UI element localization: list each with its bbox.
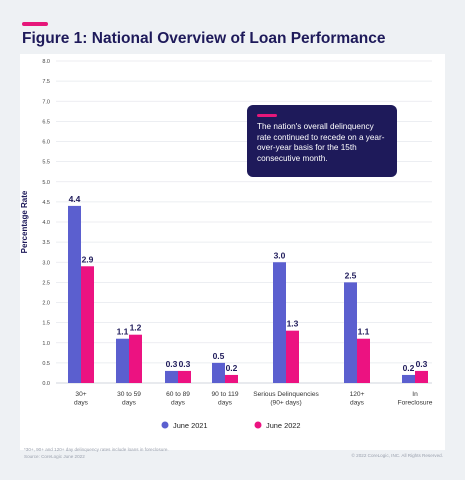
bar-june-2022 xyxy=(129,334,142,383)
data-label: 0.3 xyxy=(416,359,428,369)
x-tick-label: 60 to 89 xyxy=(166,391,190,398)
y-tick-label: 2.5 xyxy=(42,280,50,286)
bar-june-2021 xyxy=(68,205,81,383)
x-tick-label: days xyxy=(218,400,233,407)
y-tick-label: 0.5 xyxy=(42,361,50,367)
legend-label: June 2021 xyxy=(173,421,208,430)
x-tick-label: Foreclosure xyxy=(398,400,433,407)
y-tick-label: 6.5 xyxy=(42,119,50,125)
y-tick-label: 7.5 xyxy=(42,79,50,85)
data-label: 3.0 xyxy=(274,250,286,260)
data-label: 2.5 xyxy=(345,270,357,280)
y-tick-label: 5.5 xyxy=(42,160,50,166)
bar-june-2022 xyxy=(357,338,370,383)
data-label: 0.3 xyxy=(166,359,178,369)
x-tick-label: In xyxy=(412,391,418,398)
data-label: 2.9 xyxy=(82,254,94,264)
footnote-source: Source: CoreLogic June 2022 xyxy=(24,453,85,459)
x-tick-label: days xyxy=(350,400,365,407)
data-label: 4.4 xyxy=(69,194,81,204)
bar-june-2022 xyxy=(286,330,299,383)
y-tick-label: 8.0 xyxy=(42,59,50,65)
y-tick-label: 3.0 xyxy=(42,260,50,266)
footnote-line-1: *30+, 90+ and 120+ day delinquency rates… xyxy=(24,447,169,452)
y-tick-label: 1.0 xyxy=(42,341,50,347)
bar-june-2021 xyxy=(165,370,178,383)
legend-label: June 2022 xyxy=(266,421,301,430)
bar-june-2021 xyxy=(344,282,357,383)
y-tick-label: 6.0 xyxy=(42,140,50,146)
data-label: 0.5 xyxy=(213,351,225,361)
data-label: 1.1 xyxy=(117,327,129,337)
callout-text: The nation's overall delinquency rate co… xyxy=(257,122,385,163)
y-tick-label: 7.0 xyxy=(42,99,50,105)
callout-accent-bar xyxy=(257,114,277,117)
x-tick-label: days xyxy=(171,400,186,407)
legend-marker-june-2021 xyxy=(161,421,169,429)
bar-june-2022 xyxy=(81,266,94,383)
data-label: 0.2 xyxy=(226,363,238,373)
x-tick-label: 30+ xyxy=(75,391,86,398)
footnote: *30+, 90+ and 120+ day delinquency rates… xyxy=(24,447,169,460)
y-tick-label: 5.0 xyxy=(42,180,50,186)
copyright: © 2022 CoreLogic, INC. All Rights Reserv… xyxy=(351,453,443,458)
x-tick-label: 90 to 119 xyxy=(211,391,238,398)
data-label: 0.2 xyxy=(403,363,415,373)
x-tick-label: Serious Delinquencies xyxy=(253,391,319,398)
y-tick-label: 0.0 xyxy=(42,381,50,387)
bar-june-2022 xyxy=(225,374,238,383)
title-accent-bar xyxy=(22,22,48,26)
bar-june-2022 xyxy=(415,370,428,383)
bar-june-2021 xyxy=(402,374,415,383)
x-tick-label: 120+ xyxy=(350,391,365,398)
bar-june-2022 xyxy=(178,370,191,383)
data-label: 1.3 xyxy=(287,319,299,329)
y-tick-label: 3.5 xyxy=(42,240,50,246)
x-tick-label: days xyxy=(74,400,89,407)
x-tick-label: (90+ days) xyxy=(270,400,301,407)
data-label: 0.3 xyxy=(179,359,191,369)
y-tick-label: 1.5 xyxy=(42,321,50,327)
y-tick-label: 4.5 xyxy=(42,200,50,206)
y-axis-label: Percentage Rate xyxy=(20,190,29,253)
bar-june-2021 xyxy=(116,338,129,383)
data-label: 1.2 xyxy=(130,323,142,333)
data-label: 1.1 xyxy=(358,327,370,337)
x-tick-label: 30 to 59 xyxy=(117,391,141,398)
x-tick-label: days xyxy=(122,400,137,407)
y-tick-label: 4.0 xyxy=(42,220,50,226)
bar-june-2021 xyxy=(273,262,286,383)
callout-box: The nation's overall delinquency rate co… xyxy=(247,105,397,177)
page-title: Figure 1: National Overview of Loan Perf… xyxy=(22,30,386,47)
y-tick-label: 2.0 xyxy=(42,301,50,307)
legend-marker-june-2022 xyxy=(254,421,262,429)
bar-june-2021 xyxy=(212,362,225,383)
